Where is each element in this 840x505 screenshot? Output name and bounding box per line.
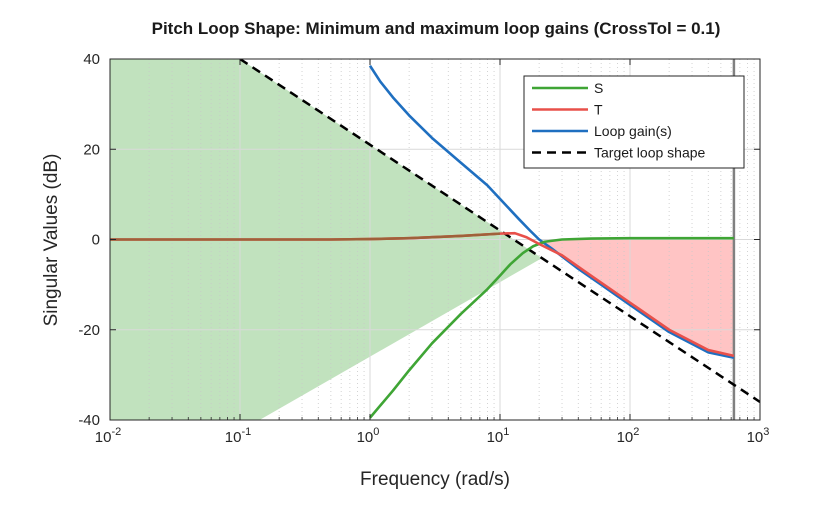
series-low-frequency-overlap [110, 232, 501, 241]
y-tick-label: -20 [78, 322, 100, 339]
y-tick-label: -40 [78, 412, 100, 429]
series-s [369, 236, 734, 419]
x-tick-label: 10-2 [95, 426, 121, 446]
legend-label: S [594, 80, 603, 96]
x-tick-label: 102 [617, 426, 640, 446]
x-tick-label: 100 [357, 426, 380, 446]
legend-label: Target loop shape [594, 145, 706, 161]
axis-ticks: 10-2 10-1 100 101 102 103 40 20 0 -20 -40 [78, 51, 769, 446]
y-axis-label: Singular Values (dB) [41, 154, 62, 327]
x-tick-label: 101 [487, 426, 510, 446]
x-tick-label: 10-1 [225, 426, 251, 446]
series-lines [110, 59, 760, 420]
chart-title: Pitch Loop Shape: Minimum and maximum lo… [152, 19, 721, 38]
legend-label: T [594, 102, 603, 118]
legend: ST Loop gain(s) Target loop shape [523, 75, 745, 169]
y-tick-label: 20 [83, 141, 100, 158]
x-tick-label: 103 [747, 426, 770, 446]
legend-box [523, 75, 745, 169]
y-tick-label: 40 [83, 51, 100, 68]
legend-label: Loop gain(s) [594, 123, 672, 139]
y-tick-label: 0 [92, 232, 100, 249]
x-axis-label: Frequency (rad/s) [360, 469, 510, 490]
series-loop-gain [368, 65, 735, 360]
high-frequency-red-region [533, 238, 734, 357]
